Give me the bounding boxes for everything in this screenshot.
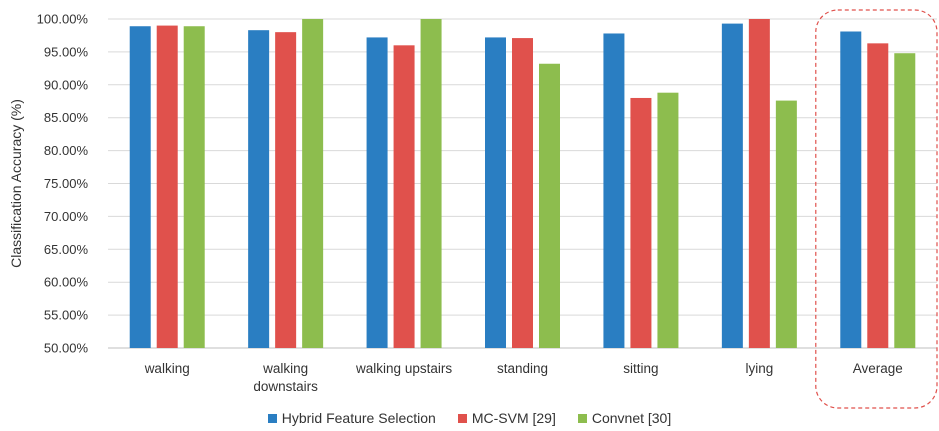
bar [630,97,652,349]
average-highlight-box [815,9,938,409]
legend-item: MC-SVM [29] [457,410,556,426]
y-tick-label: 65.00% [44,242,89,257]
legend-item: Hybrid Feature Selection [267,410,436,426]
y-tick-label: 100.00% [37,12,89,27]
y-tick-label: 55.00% [44,308,89,323]
x-tick-label: sitting [623,361,658,376]
legend-label: MC-SVM [29] [471,410,556,426]
bar [867,43,889,348]
y-axis-label: Classification Accuracy (%) [8,99,24,268]
y-tick-label: 60.00% [44,275,89,290]
y-tick-label: 75.00% [44,176,89,191]
bar [775,100,797,348]
x-tick-label: walking upstairs [355,361,452,376]
y-tick-label: 85.00% [44,110,89,125]
bar [840,31,862,348]
y-tick-label: 90.00% [44,77,89,92]
bar [129,26,151,348]
x-tick-label: walking [144,361,190,376]
bar [366,37,388,348]
bar [603,33,625,348]
bar [485,37,506,348]
bar [748,19,770,348]
bar [183,26,205,348]
x-tick-label: standing [497,361,548,376]
bar [894,53,916,348]
legend-label: Convnet [30] [591,410,672,426]
y-tick-label: 80.00% [44,143,89,158]
x-tick-label: lying [745,361,773,376]
bar [248,30,270,348]
bar [156,25,178,349]
y-axis-ticks: 50.00% 55.00% 60.00% 65.00% 70.00% 75.00% 80.0… [37,12,89,356]
bar [512,38,533,348]
x-tick-label: walking downstairs [253,361,318,394]
bar [393,45,415,348]
bar [657,92,679,348]
x-tick-label: Average [853,361,903,376]
bars [129,19,916,349]
bar [420,19,442,348]
y-tick-label: 95.00% [44,44,89,59]
bar [539,63,560,349]
y-tick-label: 70.00% [44,209,89,224]
legend-swatch [577,413,587,423]
legend-swatch [267,413,277,423]
bar [275,32,297,348]
legend-swatch [457,413,467,423]
legend-label: Hybrid Feature Selection [281,410,436,426]
legend-item: Convnet [30] [577,410,672,426]
bar [721,23,743,349]
x-axis-ticks: walking walking downstairs walking upstairs… [144,361,903,394]
legend: Hybrid Feature Selection MC-SVM [29] Convn… [0,410,939,426]
y-tick-label: 50.00% [44,341,89,356]
bar [302,19,324,348]
